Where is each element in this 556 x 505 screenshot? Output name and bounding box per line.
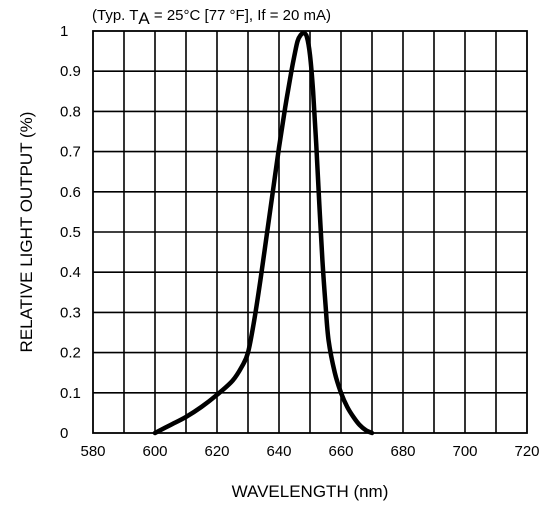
- y-tick-labels: 0 0.1 0.2 0.3 0.4 0.5 0.6 0.7 0.8 0.9 1: [60, 23, 81, 442]
- y-tick-label: 1: [60, 23, 68, 40]
- x-tick-label: 660: [328, 443, 353, 460]
- y-tick-label: 0.5: [60, 224, 81, 241]
- x-tick-labels: 580 600 620 640 660 680 700 720: [80, 443, 539, 460]
- y-tick-label: 0.9: [60, 63, 81, 80]
- chart-subtitle: (Typ. TA = 25°C [77 °F], If = 20 mA): [92, 7, 331, 28]
- y-tick-label: 0.4: [60, 264, 81, 281]
- x-tick-label: 600: [142, 443, 167, 460]
- y-tick-label: 0.2: [60, 345, 81, 362]
- y-tick-label: 0.8: [60, 103, 81, 120]
- y-axis-label: RELATIVE LIGHT OUTPUT (%): [17, 112, 36, 353]
- x-tick-label: 580: [80, 443, 105, 460]
- y-tick-label: 0.1: [60, 385, 81, 402]
- y-tick-label: 0.3: [60, 304, 81, 321]
- x-tick-label: 720: [514, 443, 539, 460]
- x-tick-label: 700: [452, 443, 477, 460]
- x-tick-label: 620: [204, 443, 229, 460]
- series-line: [152, 30, 375, 436]
- x-tick-label: 680: [390, 443, 415, 460]
- grid: [93, 31, 527, 433]
- subtitle-suffix: = 25°C [77 °F], If = 20 mA): [150, 7, 331, 24]
- subtitle-subscript: A: [138, 9, 150, 28]
- x-tick-label: 640: [266, 443, 291, 460]
- y-tick-label: 0.7: [60, 144, 81, 161]
- y-tick-label: 0.6: [60, 184, 81, 201]
- subtitle-prefix: (Typ. T: [92, 7, 138, 24]
- y-tick-label: 0: [60, 425, 68, 442]
- plot-frame: [92, 30, 528, 434]
- x-axis-label: WAVELENGTH (nm): [232, 482, 389, 501]
